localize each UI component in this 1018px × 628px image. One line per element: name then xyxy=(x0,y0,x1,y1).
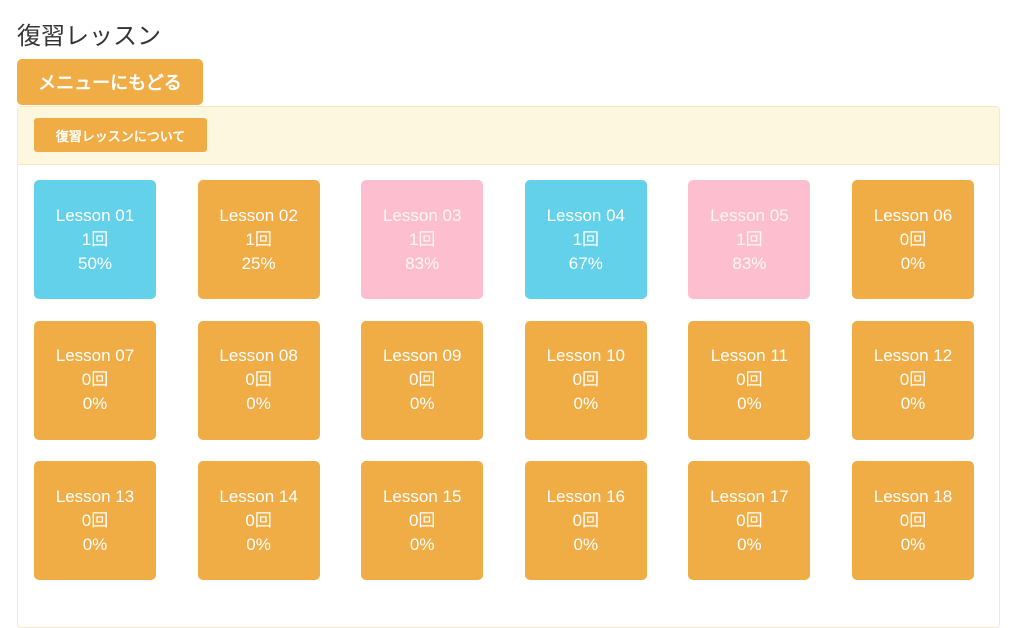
lesson-name: Lesson 08 xyxy=(219,346,298,365)
lesson-tile[interactable]: Lesson 02 1回 25% xyxy=(197,180,320,299)
lesson-tile[interactable]: Lesson 18 0回 0% xyxy=(852,461,974,580)
lesson-panel: 復習レッスンについて Lesson 01 1回 50% Lesson 02 1回 25% L… xyxy=(17,106,1000,628)
lesson-name: Lesson 13 xyxy=(55,486,135,506)
lesson-count: 0回 xyxy=(408,370,436,389)
lesson-name: Lesson 18 xyxy=(873,486,953,506)
lesson-rate: 0% xyxy=(409,534,435,554)
lesson-name: Lesson 06 xyxy=(873,205,953,225)
lesson-name: Lesson 16 xyxy=(546,486,626,506)
lesson-name: Lesson 10 xyxy=(546,346,626,365)
lesson-rate: 67% xyxy=(568,253,603,273)
lesson-count: 1回 xyxy=(572,229,600,249)
lesson-name: Lesson 05 xyxy=(710,205,789,225)
lesson-rate: 83% xyxy=(405,253,440,273)
lesson-name: Lesson 04 xyxy=(546,205,626,225)
lesson-tile[interactable]: Lesson 13 0回 0% xyxy=(34,461,156,580)
lesson-rate: 0% xyxy=(737,534,762,554)
lesson-count: 0回 xyxy=(245,370,272,389)
lesson-tile[interactable]: Lesson 01 1回 50% xyxy=(34,180,156,299)
lesson-tile[interactable]: Lesson 10 0回 0% xyxy=(524,320,647,440)
lesson-count: 1回 xyxy=(408,229,436,249)
lesson-name: Lesson 01 xyxy=(55,205,135,225)
lesson-tile[interactable]: Lesson 12 0回 0% xyxy=(852,320,974,440)
page-title: 復習レッスン xyxy=(17,23,161,50)
lesson-tile[interactable]: Lesson 16 0回 0% xyxy=(524,461,647,580)
lesson-count: 0回 xyxy=(81,370,109,389)
lesson-name: Lesson 12 xyxy=(873,346,953,365)
lesson-tile[interactable]: Lesson 17 0回 0% xyxy=(688,461,811,580)
lesson-tile[interactable]: Lesson 09 0回 0% xyxy=(361,320,484,440)
lesson-count: 0回 xyxy=(899,510,927,530)
lesson-rate: 0% xyxy=(82,534,108,554)
lesson-count: 0回 xyxy=(736,510,763,530)
lesson-rate: 0% xyxy=(409,394,435,413)
lesson-name: Lesson 07 xyxy=(55,346,135,365)
lesson-count: 0回 xyxy=(899,229,927,249)
back-button[interactable]: メニューにもどる xyxy=(17,59,203,105)
lesson-rate: 0% xyxy=(900,394,926,413)
lesson-rate: 0% xyxy=(573,534,599,554)
lesson-count: 1回 xyxy=(81,229,109,249)
lesson-tile[interactable]: Lesson 04 1回 67% xyxy=(524,180,647,299)
lesson-count: 0回 xyxy=(572,510,600,530)
lesson-count: 0回 xyxy=(408,510,436,530)
lesson-count: 1回 xyxy=(245,229,272,249)
lesson-tile[interactable]: Lesson 05 1回 83% xyxy=(688,180,811,299)
panel-header: 復習レッスンについて xyxy=(18,107,999,165)
lesson-tile[interactable]: Lesson 03 1回 83% xyxy=(361,180,484,299)
lesson-name: Lesson 09 xyxy=(382,346,462,365)
lesson-rate: 0% xyxy=(246,534,271,554)
lesson-rate: 0% xyxy=(900,534,926,554)
lesson-rate: 83% xyxy=(732,253,767,273)
lesson-name: Lesson 03 xyxy=(382,205,462,225)
lesson-tile[interactable]: Lesson 07 0回 0% xyxy=(34,320,156,440)
lesson-tile[interactable]: Lesson 06 0回 0% xyxy=(852,180,974,299)
lesson-rate: 0% xyxy=(737,394,762,413)
about-button[interactable]: 復習レッスンについて xyxy=(34,118,207,152)
lesson-rate: 25% xyxy=(241,253,276,273)
lesson-count: 0回 xyxy=(245,510,272,530)
lesson-name: Lesson 17 xyxy=(710,486,789,506)
lesson-name: Lesson 14 xyxy=(219,486,298,506)
lesson-name: Lesson 15 xyxy=(382,486,462,506)
lesson-rate: 0% xyxy=(573,394,599,413)
lesson-count: 1回 xyxy=(736,229,763,249)
lesson-rate: 50% xyxy=(77,253,113,273)
lesson-tile[interactable]: Lesson 14 0回 0% xyxy=(197,461,320,580)
lesson-name: Lesson 02 xyxy=(219,205,298,225)
lesson-count: 0回 xyxy=(81,510,109,530)
lesson-count: 0回 xyxy=(736,370,763,389)
lesson-tile[interactable]: Lesson 11 0回 0% xyxy=(688,320,811,440)
page: 復習レッスン メニューにもどる 復習レッスンについて Lesson 01 1回 50… xyxy=(17,23,1000,628)
lesson-count: 0回 xyxy=(572,370,600,389)
lesson-rate: 0% xyxy=(246,394,271,413)
lesson-count: 0回 xyxy=(899,370,927,389)
lesson-rate: 0% xyxy=(82,394,108,413)
lesson-tile[interactable]: Lesson 08 0回 0% xyxy=(197,320,320,440)
lesson-name: Lesson 11 xyxy=(710,346,788,365)
lesson-tile[interactable]: Lesson 15 0回 0% xyxy=(361,461,484,580)
lesson-rate: 0% xyxy=(900,253,926,273)
